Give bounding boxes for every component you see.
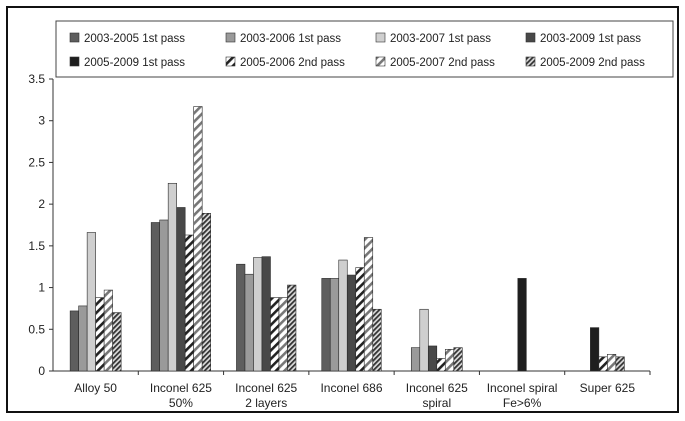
bar (261, 256, 271, 372)
y-tick-label: 2 (38, 197, 45, 211)
bar (270, 297, 280, 372)
x-tick-label: spiral (422, 396, 451, 410)
legend-swatch (225, 32, 236, 43)
bar (86, 232, 96, 372)
bar (346, 274, 357, 372)
legend-swatch (69, 32, 80, 43)
bar (355, 267, 365, 372)
legend-label: 2005-2009 2nd pass (540, 57, 645, 69)
bar (517, 278, 527, 372)
legend-label: 2003-2007 1st pass (390, 33, 491, 45)
legend-label: 2003-2006 1st pass (240, 33, 341, 45)
y-tick-label: 1.5 (28, 239, 45, 253)
bar (363, 237, 374, 372)
legend-label: 2005-2009 1st pass (84, 57, 185, 69)
legend-box (55, 20, 674, 78)
bar (112, 312, 122, 372)
x-tick-label: 2 layers (245, 396, 287, 410)
bar (590, 327, 600, 372)
bar (150, 222, 160, 372)
x-tick-label: Inconel spiral (487, 381, 558, 395)
bar (427, 345, 438, 372)
bar (176, 207, 186, 372)
legend-swatch (375, 32, 386, 43)
bar (372, 308, 382, 372)
y-tick-label: 0 (38, 364, 45, 378)
y-tick-label: 0.5 (28, 322, 45, 336)
legend-swatch (225, 56, 236, 67)
legend-label: 2003-2009 1st pass (540, 33, 641, 45)
x-tick-label: Inconel 686 (320, 381, 382, 395)
legend-swatch (525, 32, 536, 43)
bar (95, 297, 105, 372)
legend-label: 2005-2007 2nd pass (390, 57, 495, 69)
bar (338, 259, 348, 372)
y-tick-label: 3 (38, 114, 45, 128)
bar (598, 356, 608, 372)
legend-swatch (69, 56, 80, 67)
bar (419, 308, 429, 372)
x-tick-label: 50% (169, 396, 193, 410)
x-tick-label: Inconel 625 (235, 381, 297, 395)
bar (329, 278, 340, 372)
bar (410, 347, 421, 372)
bar (615, 356, 625, 372)
bar (78, 305, 88, 372)
bar (253, 257, 263, 372)
bar (159, 219, 169, 372)
x-tick-label: Inconel 625 (150, 381, 212, 395)
bar (444, 349, 455, 372)
bar (278, 297, 288, 372)
bar (236, 263, 246, 372)
y-axis: 0 0.5 1 1.5 2 2.5 3 3.5 (28, 72, 54, 378)
bar (321, 278, 331, 372)
legend-label: 2005-2006 2nd pass (240, 57, 345, 69)
bar (287, 284, 297, 372)
legend-swatch (375, 56, 386, 67)
bar (69, 310, 79, 372)
bar (193, 106, 203, 372)
bar (607, 354, 617, 372)
bar (436, 358, 446, 372)
y-tick-label: 3.5 (28, 72, 45, 86)
x-tick-label: Super 625 (580, 381, 636, 395)
x-tick-label: Fe>6% (503, 396, 542, 410)
x-tick-label: Alloy 50 (74, 381, 117, 395)
bar (184, 234, 194, 372)
bar (244, 273, 254, 372)
legend-label: 2003-2005 1st pass (84, 33, 185, 45)
bar (167, 182, 177, 372)
bars (69, 106, 625, 372)
bar (201, 213, 211, 372)
x-tick-label: Inconel 625 (406, 381, 468, 395)
legend: 2003-2005 1st pass 2003-2006 1st pass 2003… (69, 32, 645, 69)
y-tick-label: 2.5 (28, 155, 45, 169)
bar (453, 347, 463, 372)
y-tick-label: 1 (38, 281, 45, 295)
bar (103, 289, 113, 372)
legend-swatch (525, 56, 536, 67)
